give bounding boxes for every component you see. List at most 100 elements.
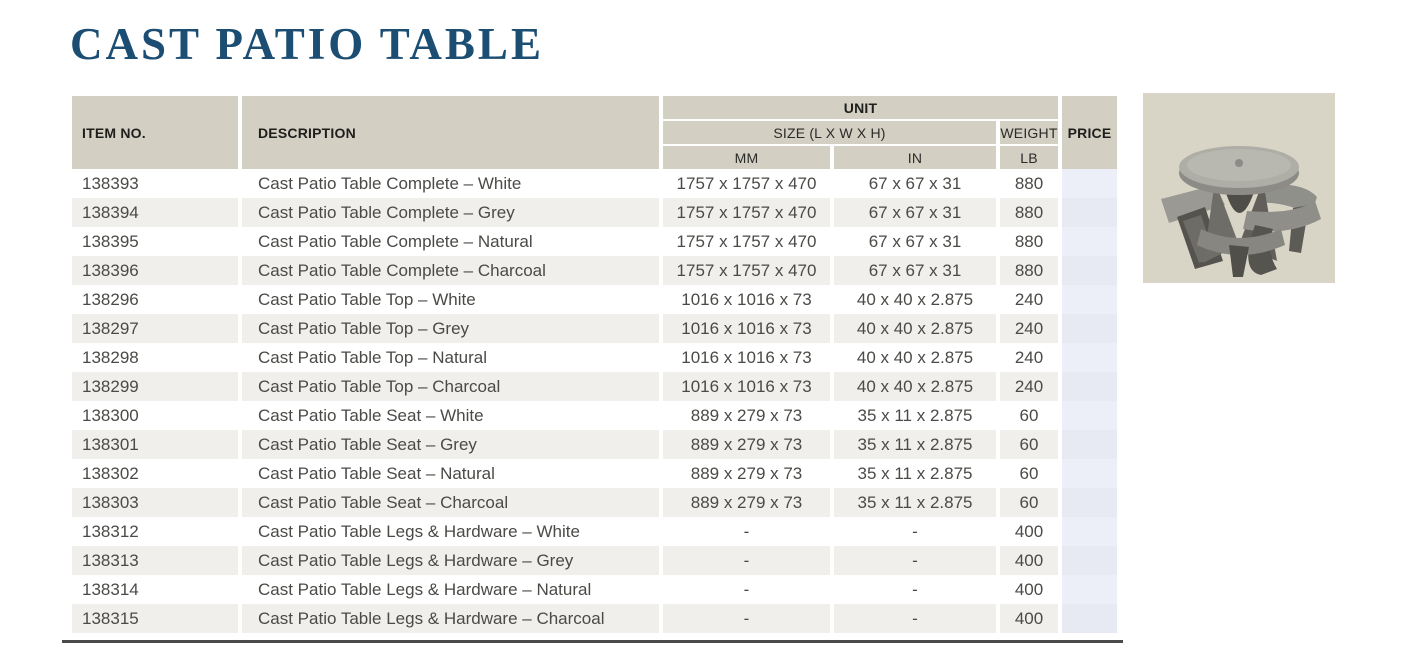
description-cell: Cast Patio Table Top – Natural bbox=[258, 347, 488, 367]
size-mm-cell: - bbox=[663, 546, 830, 575]
item-no-cell: 138314 bbox=[82, 579, 139, 599]
item-no-cell: 138303 bbox=[72, 488, 238, 517]
size-in-cell: 67 x 67 x 31 bbox=[834, 198, 996, 227]
size-mm-cell: 1016 x 1016 x 73 bbox=[681, 289, 812, 309]
weight-lb-cell: 240 bbox=[1000, 372, 1058, 401]
description-cell: Cast Patio Table Legs & Hardware – Grey bbox=[242, 546, 659, 575]
column-header-lb: LB bbox=[1000, 146, 1058, 169]
price-cell bbox=[1062, 517, 1117, 546]
description-cell: Cast Patio Table Top – White bbox=[258, 289, 476, 309]
price-cell bbox=[1062, 459, 1117, 488]
weight-lb-cell: 880 bbox=[1000, 198, 1058, 227]
size-in-cell: 40 x 40 x 2.875 bbox=[856, 289, 974, 309]
table-body: 138393 Cast Patio Table Complete – White 1… bbox=[72, 169, 1118, 633]
price-cell bbox=[1062, 285, 1117, 314]
weight-lb-cell: 400 bbox=[1000, 546, 1058, 575]
size-mm-cell: 889 x 279 x 73 bbox=[663, 430, 830, 459]
table-row: 138394 Cast Patio Table Complete – Grey 17… bbox=[72, 198, 1118, 227]
size-mm-cell: 1757 x 1757 x 470 bbox=[663, 256, 830, 285]
column-header-description: DESCRIPTION bbox=[242, 96, 659, 169]
size-in-cell: 67 x 67 x 31 bbox=[868, 173, 962, 193]
size-in-cell: 40 x 40 x 2.875 bbox=[856, 347, 974, 367]
size-mm-cell: 889 x 279 x 73 bbox=[690, 405, 803, 425]
page-title: CAST PATIO TABLE bbox=[70, 19, 544, 69]
size-mm-cell: 1016 x 1016 x 73 bbox=[681, 347, 812, 367]
size-in-cell: - bbox=[912, 521, 918, 541]
description-cell: Cast Patio Table Legs & Hardware – Charc… bbox=[242, 604, 659, 633]
size-in-cell: 35 x 11 x 2.875 bbox=[834, 488, 996, 517]
table-row: 138313 Cast Patio Table Legs & Hardware –… bbox=[72, 546, 1118, 575]
description-cell: Cast Patio Table Top – Grey bbox=[242, 314, 659, 343]
description-cell: Cast Patio Table Complete – Charcoal bbox=[242, 256, 659, 285]
item-no-cell: 138300 bbox=[82, 405, 139, 425]
price-cell bbox=[1062, 488, 1117, 517]
price-cell bbox=[1062, 198, 1117, 227]
table-row: 138303 Cast Patio Table Seat – Charcoal 88… bbox=[72, 488, 1118, 517]
weight-lb-cell: 880 bbox=[1000, 256, 1058, 285]
table-row: 138395 Cast Patio Table Complete – Natura… bbox=[72, 227, 1118, 256]
price-cell bbox=[1062, 401, 1117, 430]
weight-lb-cell: 240 bbox=[1000, 314, 1058, 343]
weight-lb-cell: 60 bbox=[1019, 463, 1039, 483]
table-row: 138300 Cast Patio Table Seat – White 889 x… bbox=[72, 401, 1118, 430]
price-cell bbox=[1062, 314, 1117, 343]
item-no-cell: 138312 bbox=[82, 521, 139, 541]
item-no-cell: 138297 bbox=[72, 314, 238, 343]
table-row: 138314 Cast Patio Table Legs & Hardware –… bbox=[72, 575, 1118, 604]
size-mm-cell: 1757 x 1757 x 470 bbox=[663, 198, 830, 227]
size-in-cell: 67 x 67 x 31 bbox=[868, 231, 962, 251]
price-cell bbox=[1062, 169, 1117, 198]
description-cell: Cast Patio Table Seat – Charcoal bbox=[242, 488, 659, 517]
description-cell: Cast Patio Table Top – Charcoal bbox=[242, 372, 659, 401]
weight-lb-cell: 880 bbox=[1014, 231, 1044, 251]
description-cell: Cast Patio Table Legs & Hardware – White bbox=[258, 521, 580, 541]
column-header-mm: MM bbox=[663, 146, 830, 169]
size-mm-cell: 889 x 279 x 73 bbox=[690, 463, 803, 483]
size-mm-cell: - bbox=[743, 521, 750, 541]
size-in-cell: 40 x 40 x 2.875 bbox=[834, 314, 996, 343]
product-photo bbox=[1143, 93, 1335, 283]
weight-lb-cell: 400 bbox=[1014, 521, 1044, 541]
item-no-cell: 138396 bbox=[72, 256, 238, 285]
item-no-cell: 138313 bbox=[72, 546, 238, 575]
description-cell: Cast Patio Table Complete – White bbox=[258, 173, 522, 193]
item-no-cell: 138301 bbox=[72, 430, 238, 459]
price-cell bbox=[1062, 343, 1117, 372]
size-in-cell: 35 x 11 x 2.875 bbox=[834, 430, 996, 459]
weight-lb-cell: 240 bbox=[1014, 347, 1044, 367]
column-header-item-no: ITEM NO. bbox=[72, 96, 238, 169]
size-in-cell: - bbox=[912, 579, 918, 599]
weight-lb-cell: 60 bbox=[1000, 430, 1058, 459]
weight-lb-cell: 400 bbox=[1014, 579, 1044, 599]
item-no-cell: 138296 bbox=[82, 289, 139, 309]
table-row: 138297 Cast Patio Table Top – Grey 1016 x … bbox=[72, 314, 1118, 343]
size-in-cell: - bbox=[834, 546, 996, 575]
description-cell: Cast Patio Table Complete – Natural bbox=[258, 231, 533, 251]
size-mm-cell: 889 x 279 x 73 bbox=[663, 488, 830, 517]
size-mm-cell: 1016 x 1016 x 73 bbox=[663, 372, 830, 401]
size-mm-cell: - bbox=[663, 604, 830, 633]
description-cell: Cast Patio Table Seat – Grey bbox=[242, 430, 659, 459]
size-in-cell: 35 x 11 x 2.875 bbox=[857, 463, 973, 483]
product-spec-table: ITEM NO. DESCRIPTION UNIT SIZE (L X W X … bbox=[72, 96, 1118, 633]
price-cell bbox=[1062, 575, 1117, 604]
size-in-cell: 35 x 11 x 2.875 bbox=[857, 405, 973, 425]
size-in-cell: 67 x 67 x 31 bbox=[834, 256, 996, 285]
size-mm-cell: 1757 x 1757 x 470 bbox=[676, 231, 817, 251]
table-header: ITEM NO. DESCRIPTION UNIT SIZE (L X W X … bbox=[72, 96, 1118, 169]
weight-lb-cell: 240 bbox=[1014, 289, 1044, 309]
column-header-weight: WEIGHT bbox=[1000, 121, 1058, 144]
price-cell bbox=[1062, 256, 1117, 285]
table-row: 138299 Cast Patio Table Top – Charcoal 101… bbox=[72, 372, 1118, 401]
weight-lb-cell: 880 bbox=[1014, 173, 1044, 193]
item-no-cell: 138393 bbox=[82, 173, 139, 193]
price-cell bbox=[1062, 227, 1117, 256]
price-cell bbox=[1062, 546, 1117, 575]
bottom-divider bbox=[62, 640, 1123, 643]
weight-lb-cell: 400 bbox=[1000, 604, 1058, 633]
table-row: 138396 Cast Patio Table Complete – Charco… bbox=[72, 256, 1118, 285]
weight-lb-cell: 60 bbox=[1019, 405, 1039, 425]
column-header-price: PRICE bbox=[1062, 96, 1117, 169]
description-cell: Cast Patio Table Legs & Hardware – Natur… bbox=[258, 579, 592, 599]
